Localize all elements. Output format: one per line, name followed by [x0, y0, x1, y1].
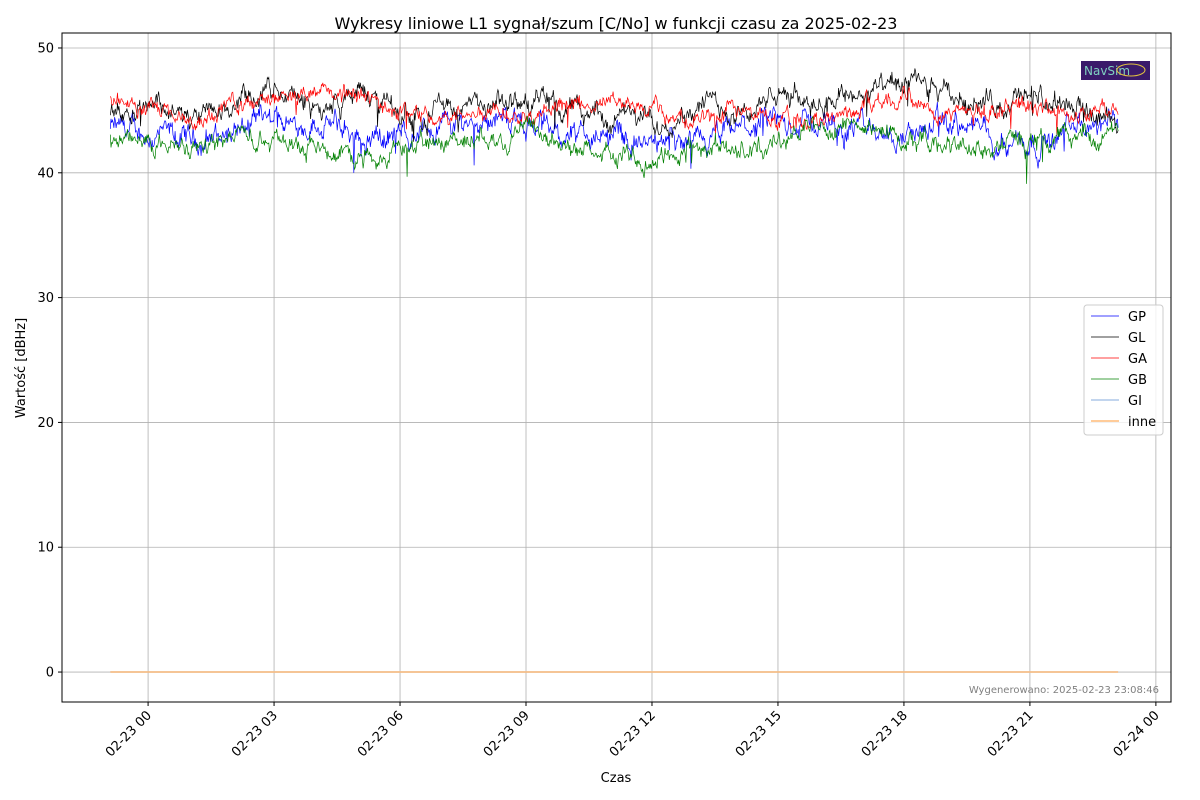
- legend-label-gp: GP: [1128, 310, 1146, 325]
- legend: GP GL GA GB GI inne: [1083, 304, 1164, 436]
- series-line-gp: [109, 101, 1119, 173]
- x-tick-label: 02-23 03: [229, 708, 281, 760]
- series-lines: [109, 68, 1119, 673]
- legend-label-gl: GL: [1128, 331, 1146, 346]
- y-tick-label: 50: [37, 41, 54, 56]
- series-line-gl: [109, 68, 1119, 142]
- chart-title: Wykresy liniowe L1 sygnał/szum [C/No] w …: [335, 14, 898, 33]
- grid: [62, 33, 1171, 702]
- series-line-ga: [109, 82, 1119, 136]
- svg-text:NavSim: NavSim: [1084, 64, 1130, 78]
- y-tick-label: 30: [37, 291, 54, 306]
- generated-annotation: Wygenerowano: 2025-02-23 23:08:46: [969, 685, 1159, 696]
- x-tick-label: 02-23 15: [733, 708, 785, 760]
- x-tick-label: 02-23 09: [481, 708, 533, 760]
- plot-frame: [61, 32, 1172, 703]
- y-tick-label: 10: [37, 541, 54, 556]
- legend-label-ga: GA: [1128, 352, 1147, 367]
- y-tick-label: 20: [37, 416, 54, 431]
- legend-label-gi: GI: [1128, 394, 1142, 409]
- x-tick-label: 02-24 00: [1111, 708, 1163, 760]
- y-tick-label: 40: [37, 166, 54, 181]
- x-tick-label: 02-23 12: [607, 708, 659, 760]
- x-tick-label: 02-23 00: [103, 708, 155, 760]
- y-tick-label: 0: [46, 666, 54, 681]
- x-tick-label: 02-23 18: [859, 708, 911, 760]
- x-tick-label: 02-23 06: [355, 708, 407, 760]
- series-line-gb: [109, 115, 1119, 184]
- legend-label-inne: inne: [1128, 415, 1156, 430]
- navsim-logo: NavSim: [1081, 61, 1150, 80]
- legend-label-gb: GB: [1128, 373, 1147, 388]
- x-axis-label: Czas: [601, 771, 632, 786]
- y-axis-label: Wartość [dBHz]: [14, 318, 29, 418]
- x-tick-label: 02-23 21: [985, 708, 1037, 760]
